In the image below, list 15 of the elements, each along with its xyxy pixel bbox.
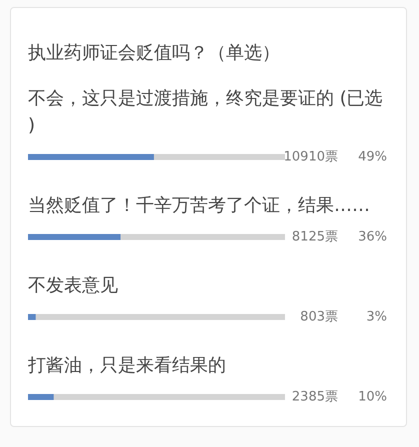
text: 2385票 <box>292 390 338 404</box>
bar <box>28 394 54 400</box>
y-tick-label: 当然贬值了！千辛万苦考了个证，结果…… <box>28 195 370 216</box>
annotation: 10910票 <box>284 150 338 164</box>
text: 8125票 <box>292 230 338 244</box>
data-label: 10% <box>358 390 387 404</box>
chart-title: 执业药师证会贬值吗？（单选） <box>28 42 280 64</box>
data-label: 3% <box>366 310 387 324</box>
data-label: 36% <box>358 230 387 244</box>
bar <box>28 314 36 320</box>
y-tick-label: 打酱油，只是来看结果的 <box>27 355 226 376</box>
data-label: 49% <box>358 150 387 164</box>
text: 803票 <box>300 310 338 324</box>
y-tick-label: 不会，这只是过渡措施，终究是要证的 (已选) <box>28 88 383 136</box>
y-tick-label: 不发表意见 <box>28 275 118 296</box>
